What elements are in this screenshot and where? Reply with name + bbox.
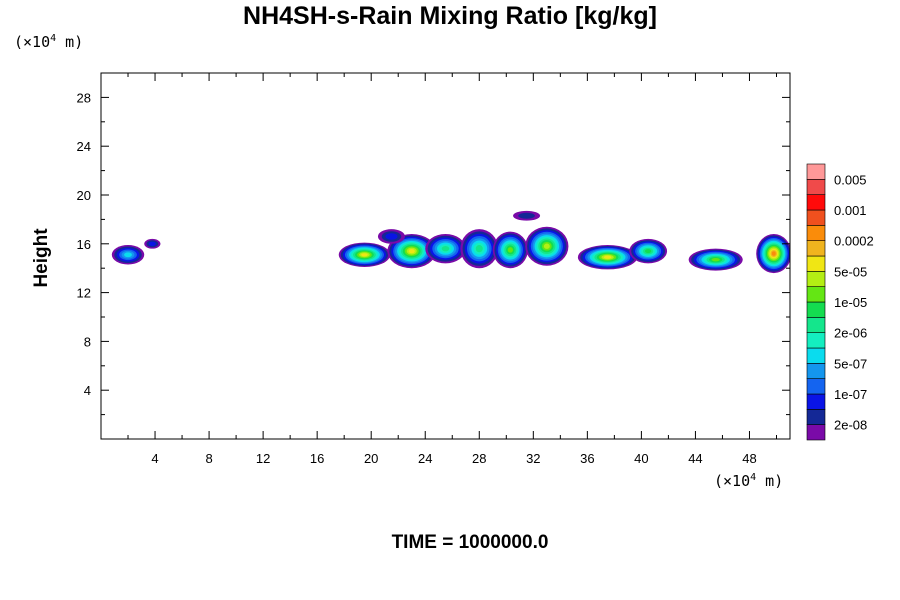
colorbar-swatch	[806, 424, 826, 441]
x-unit-suffix: m)	[756, 472, 784, 490]
contour-band	[361, 253, 368, 257]
y-tick-label: 24	[77, 139, 91, 154]
colorbar-swatch	[806, 163, 826, 180]
contour-band	[518, 212, 535, 219]
contour-band	[644, 249, 652, 254]
concentration-cell	[460, 229, 499, 269]
concentration-cell	[513, 210, 541, 221]
colorbar-swatch	[806, 179, 826, 195]
contour-band	[441, 245, 450, 252]
concentration-cell	[756, 234, 790, 274]
y-tick-label: 28	[77, 90, 91, 105]
colorbar-swatch	[806, 301, 826, 318]
x-unit-exponent: 4	[750, 472, 757, 483]
concentration-cell	[111, 245, 145, 265]
colorbar-swatch	[806, 317, 826, 333]
colorbar-swatch	[806, 240, 826, 257]
y-tick-label: 4	[84, 383, 91, 398]
contour-band	[475, 245, 483, 253]
colorbar-label: 1e-05	[834, 295, 867, 310]
concentration-cell	[144, 238, 161, 249]
y-tick-label: 8	[84, 334, 91, 349]
contour-band	[507, 247, 513, 253]
plot-frame	[100, 72, 791, 440]
x-tick-label: 8	[205, 451, 212, 466]
colorbar-label: 0.0002	[834, 234, 874, 249]
colorbar-swatch	[806, 286, 826, 303]
contour-band	[711, 258, 720, 262]
x-tick-label: 28	[472, 451, 486, 466]
time-label: TIME = 1000000.0	[391, 532, 549, 553]
concentration-cell	[377, 229, 405, 244]
colorbar-swatch	[806, 225, 826, 241]
y-tick-label: 20	[77, 188, 91, 203]
contour-band	[771, 251, 776, 256]
concentration-cell	[338, 242, 391, 267]
colorbar-swatch	[806, 393, 826, 410]
colorbar-swatch	[806, 194, 826, 211]
y-unit-suffix: m)	[56, 33, 84, 51]
colorbar: 0.005 0.001 0.0002 5e-05 1e-05 2e-06 5e-07 1e-0…	[806, 163, 874, 441]
x-tick-label: 36	[580, 451, 594, 466]
colorbar-swatch	[806, 347, 826, 364]
contour-band	[124, 252, 132, 258]
colorbar-label: 0.005	[834, 172, 867, 187]
concentration-cell	[577, 245, 638, 270]
colorbar-swatch	[806, 271, 826, 287]
x-tick-label: 20	[364, 451, 378, 466]
colorbar-swatch	[806, 378, 826, 395]
y-unit-prefix: (×10	[14, 33, 51, 51]
colorbar-swatch	[806, 409, 826, 425]
concentration-cell	[688, 248, 743, 271]
y-tick-label: 16	[77, 237, 91, 252]
x-tick-label: 4	[151, 451, 158, 466]
colorbar-swatch	[806, 209, 826, 226]
concentration-cell	[629, 238, 668, 264]
contour-band	[385, 233, 398, 240]
colorbar-label: 2e-08	[834, 418, 867, 433]
contour-band	[408, 248, 415, 254]
concentration-cell	[425, 234, 466, 264]
colorbar-swatch	[806, 363, 826, 379]
y-tick-label: 12	[77, 286, 91, 301]
colorbar-label: 2e-06	[834, 326, 867, 341]
concentration-cell	[387, 234, 437, 269]
chart-title: NH4SH-s-Rain Mixing Ratio [kg/kg]	[243, 2, 657, 30]
x-tick-label: 40	[634, 451, 648, 466]
colorbar-label: 5e-07	[834, 356, 867, 371]
colorbar-swatch	[806, 332, 826, 349]
colorbar-label: 0.001	[834, 203, 867, 218]
contour-band	[603, 255, 612, 259]
y-unit-exponent: 4	[50, 33, 57, 44]
y-axis-unit: (×104 m)	[14, 33, 83, 51]
contour-band	[148, 241, 156, 246]
data-field	[111, 210, 790, 274]
x-tick-label: 16	[310, 451, 324, 466]
contour-band	[543, 243, 550, 249]
x-unit-prefix: (×10	[714, 472, 751, 490]
x-tick-label: 48	[742, 451, 756, 466]
concentration-cell	[492, 231, 528, 269]
colorbar-swatch	[806, 255, 826, 272]
concentration-cell	[525, 226, 569, 266]
x-tick-label: 12	[256, 451, 270, 466]
x-tick-label: 44	[688, 451, 702, 466]
x-tick-label: 32	[526, 451, 540, 466]
colorbar-label: 5e-05	[834, 264, 867, 279]
x-tick-label: 24	[418, 451, 432, 466]
colorbar-label: 1e-07	[834, 387, 867, 402]
x-axis-unit: (×104 m)	[714, 472, 783, 490]
